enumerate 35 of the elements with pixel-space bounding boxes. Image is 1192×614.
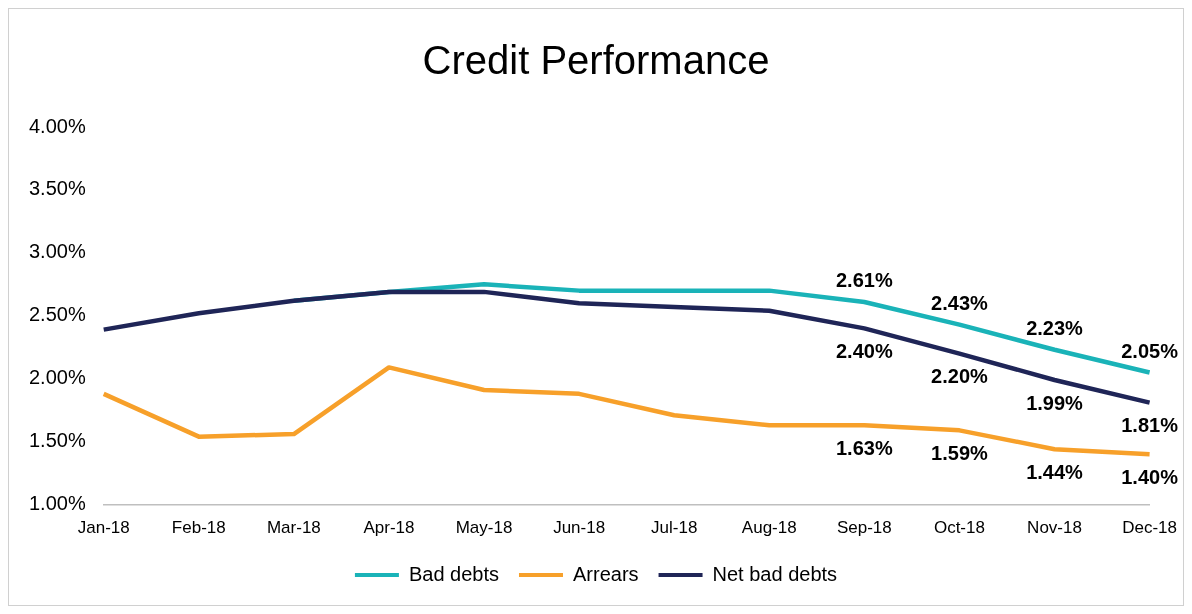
x-tick-label: Jun-18	[553, 518, 606, 538]
y-tick-label: 1.00%	[28, 492, 86, 515]
data-label: 1.40%	[1121, 465, 1179, 488]
y-tick-label: 3.00%	[28, 240, 86, 263]
x-tick-label: Feb-18	[171, 518, 226, 538]
data-label: 1.99%	[1026, 391, 1084, 414]
data-label: 1.63%	[836, 436, 893, 459]
y-tick-label: 4.00%	[28, 114, 86, 137]
legend-label: Bad debts	[408, 562, 499, 585]
y-tick-label: 3.50%	[28, 177, 86, 200]
data-label: 2.20%	[931, 365, 988, 388]
legend-label: Arrears	[572, 562, 639, 585]
data-label: 2.23%	[1026, 317, 1084, 340]
x-tick-label: Jan-18	[77, 518, 130, 538]
data-label: 2.43%	[931, 292, 988, 315]
x-tick-label: Jul-18	[651, 518, 698, 538]
x-tick-label: Oct-18	[933, 518, 985, 538]
x-tick-label: Aug-18	[741, 518, 797, 538]
x-tick-label: Apr-18	[363, 518, 415, 538]
y-tick-label: 2.00%	[28, 366, 86, 389]
data-label: 2.05%	[1121, 339, 1179, 362]
x-tick-label: Sep-18	[836, 518, 892, 538]
data-label: 1.59%	[931, 441, 988, 464]
x-tick-label: May-18	[455, 518, 513, 538]
x-tick-label: Nov-18	[1027, 518, 1082, 538]
legend-label: Net bad debts	[712, 562, 838, 585]
y-tick-label: 1.50%	[28, 429, 86, 452]
data-label: 1.81%	[1121, 414, 1179, 437]
data-label: 2.61%	[836, 269, 893, 292]
data-label: 1.44%	[1026, 460, 1084, 483]
x-tick-label: Mar-18	[266, 518, 321, 538]
data-label: 2.40%	[836, 339, 893, 362]
x-tick-label: Dec-18	[1122, 518, 1178, 538]
y-tick-label: 2.50%	[28, 303, 86, 326]
chart-title: Credit Performance	[422, 38, 770, 83]
